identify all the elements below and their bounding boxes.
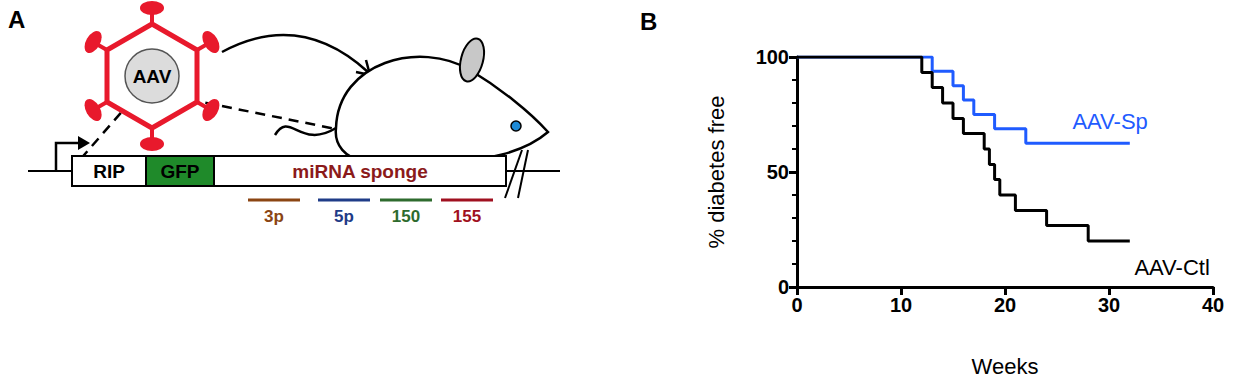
svg-text:20: 20 [994, 294, 1016, 316]
svg-text:100: 100 [756, 46, 789, 68]
svg-text:AAV-Sp: AAV-Sp [1072, 109, 1147, 134]
svg-text:5p: 5p [334, 207, 354, 226]
svg-text:155: 155 [453, 207, 481, 226]
svg-text:B: B [640, 8, 657, 35]
svg-text:% diabetes free: % diabetes free [704, 96, 729, 249]
svg-text:3p: 3p [264, 207, 284, 226]
svg-text:AAV: AAV [133, 66, 172, 87]
svg-text:RIP: RIP [93, 161, 125, 182]
svg-text:40: 40 [1202, 294, 1224, 316]
svg-text:A: A [8, 6, 25, 33]
svg-text:150: 150 [392, 207, 420, 226]
svg-text:10: 10 [890, 294, 912, 316]
svg-text:miRNA sponge: miRNA sponge [292, 161, 427, 182]
svg-text:AAV-Ctl: AAV-Ctl [1134, 255, 1209, 280]
svg-text:Weeks: Weeks [972, 354, 1039, 379]
svg-text:50: 50 [767, 161, 789, 183]
svg-text:0: 0 [791, 294, 802, 316]
svg-text:GFP: GFP [160, 161, 199, 182]
svg-text:30: 30 [1098, 294, 1120, 316]
svg-text:0: 0 [778, 276, 789, 298]
